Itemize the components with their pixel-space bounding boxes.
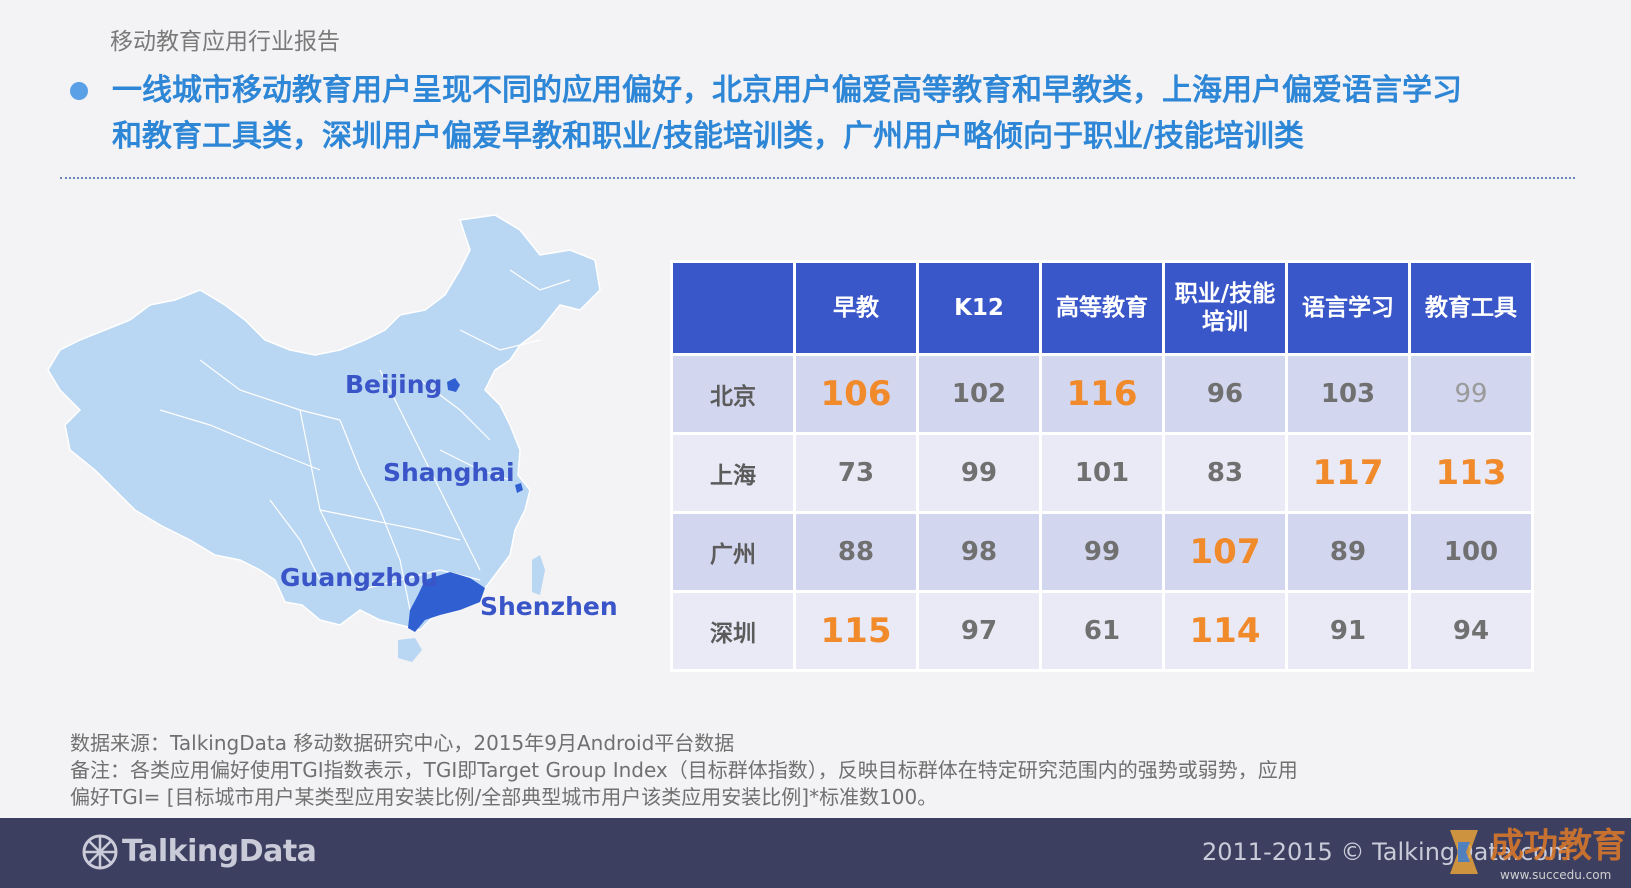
- table-cell: 102: [919, 356, 1039, 432]
- tgi-table: 早教 K12 高等教育 职业/技能 培训 语言学习 教育工具 北京 106 102…: [670, 260, 1534, 672]
- column-header: 高等教育: [1042, 263, 1162, 353]
- watermark: 成功教育 www.succedu.com: [1440, 818, 1631, 888]
- table-cell: 103: [1288, 356, 1408, 432]
- guangdong-highlight: [408, 572, 485, 632]
- column-header: 早教: [796, 263, 916, 353]
- china-map-graphic: [47, 214, 601, 662]
- table-cell: 117: [1288, 435, 1408, 511]
- table-cell: 114: [1165, 593, 1285, 669]
- row-city: 上海: [673, 435, 793, 511]
- table-cell: 113: [1411, 435, 1531, 511]
- province-borders: [159, 269, 571, 611]
- remark-line-1: 备注：各类应用偏好使用TGI指数表示，TGI即Target Group Inde…: [70, 758, 1298, 782]
- table-cell: 101: [1042, 435, 1162, 511]
- map-label-beijing: Beijing: [345, 370, 443, 399]
- table-cell: 99: [1042, 514, 1162, 590]
- watermark-text: 成功教育: [1490, 826, 1626, 866]
- table-cell: 89: [1288, 514, 1408, 590]
- table-cell: 98: [919, 514, 1039, 590]
- china-map: Beijing Shanghai Guangzhou Shenzhen: [40, 210, 640, 700]
- column-header: 职业/技能 培训: [1165, 263, 1285, 353]
- map-label-shenzhen: Shenzhen: [480, 592, 618, 621]
- footer-bar: TalkingData 2011-2015 © TalkingData.com: [0, 818, 1631, 888]
- talkingdata-logo-icon: [82, 834, 118, 870]
- dotted-divider: [60, 177, 1575, 179]
- headline-line-2: 和教育工具类，深圳用户偏爱早教和职业/技能培训类，广州用户略倾向于职业/技能培训…: [112, 119, 1304, 154]
- hainan-shape: [398, 638, 422, 662]
- notes: 数据来源：TalkingData 移动数据研究中心，2015年9月Android…: [70, 730, 1550, 811]
- map-label-guangzhou: Guangzhou: [280, 563, 439, 592]
- shanghai-highlight: [515, 483, 523, 493]
- footer-copyright: 2011-2015 © TalkingData.com: [1202, 838, 1572, 866]
- table-row: 北京 106 102 116 96 103 99: [673, 356, 1531, 432]
- row-city: 北京: [673, 356, 793, 432]
- column-header: 教育工具: [1411, 263, 1531, 353]
- table-row: 广州 88 98 99 107 89 100: [673, 514, 1531, 590]
- table-cell: 100: [1411, 514, 1531, 590]
- data-source-note: 数据来源：TalkingData 移动数据研究中心，2015年9月Android…: [70, 731, 735, 755]
- table-cell: 99: [1411, 356, 1531, 432]
- column-header: K12: [919, 263, 1039, 353]
- taiwan-shape: [532, 555, 545, 595]
- beijing-highlight: [447, 378, 460, 392]
- remark-line-2: 偏好TGI= [目标城市用户某类型应用安装比例/全部典型城市用户该类应用安装比例…: [70, 785, 938, 809]
- table-cell: 73: [796, 435, 916, 511]
- watermark-logo-icon: [1450, 830, 1478, 874]
- table-cell: 115: [796, 593, 916, 669]
- bullet-dot: [70, 82, 88, 100]
- column-header: 语言学习: [1288, 263, 1408, 353]
- table-cell: 96: [1165, 356, 1285, 432]
- row-city: 深圳: [673, 593, 793, 669]
- table-row: 深圳 115 97 61 114 91 94: [673, 593, 1531, 669]
- table-cell: 83: [1165, 435, 1285, 511]
- table-cell: 116: [1042, 356, 1162, 432]
- china-mainland-shape: [47, 214, 601, 631]
- report-label: 移动教育应用行业报告: [110, 29, 340, 55]
- map-label-shanghai: Shanghai: [383, 458, 515, 487]
- table-cell: 97: [919, 593, 1039, 669]
- row-city: 广州: [673, 514, 793, 590]
- table-corner-cell: [673, 263, 793, 353]
- table-cell: 61: [1042, 593, 1162, 669]
- table-cell: 88: [796, 514, 916, 590]
- headline-line-1: 一线城市移动教育用户呈现不同的应用偏好，北京用户偏爱高等教育和早教类，上海用户偏…: [112, 73, 1462, 108]
- table-cell: 91: [1288, 593, 1408, 669]
- table-header-row: 早教 K12 高等教育 职业/技能 培训 语言学习 教育工具: [673, 263, 1531, 353]
- table-cell: 106: [796, 356, 916, 432]
- table-cell: 99: [919, 435, 1039, 511]
- footer-brand: TalkingData: [122, 834, 317, 869]
- table-cell: 94: [1411, 593, 1531, 669]
- watermark-url: www.succedu.com: [1500, 868, 1612, 882]
- table-cell: 107: [1165, 514, 1285, 590]
- table-row: 上海 73 99 101 83 117 113: [673, 435, 1531, 511]
